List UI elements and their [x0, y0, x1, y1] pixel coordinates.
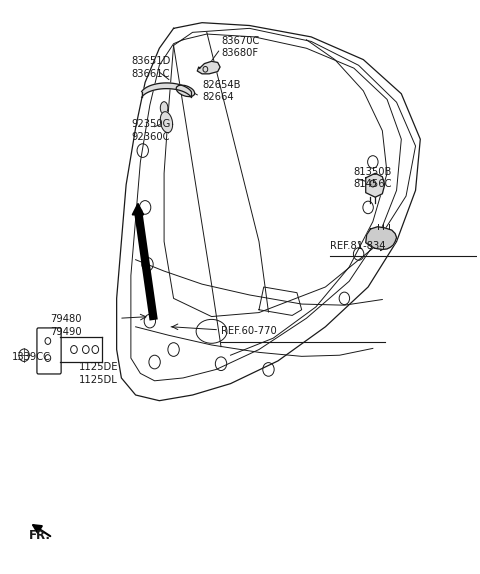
Text: 83651D
83661C: 83651D 83661C [131, 56, 170, 79]
Text: 79480
79490: 79480 79490 [50, 315, 82, 337]
Polygon shape [142, 83, 191, 97]
Text: 1125DE
1125DL: 1125DE 1125DL [79, 362, 118, 385]
Circle shape [370, 180, 376, 187]
Polygon shape [366, 227, 396, 250]
Text: 82654B
82664: 82654B 82664 [202, 80, 240, 102]
Text: 83670C
83680F: 83670C 83680F [221, 36, 259, 59]
Text: 81350B
81456C: 81350B 81456C [354, 166, 392, 189]
Text: REF.60-770: REF.60-770 [221, 327, 277, 336]
Text: REF.81-834: REF.81-834 [330, 241, 385, 251]
Circle shape [203, 67, 208, 72]
Polygon shape [366, 173, 384, 197]
Text: 92350G
92360C: 92350G 92360C [131, 119, 170, 142]
Polygon shape [197, 61, 220, 74]
Polygon shape [160, 112, 173, 133]
Text: FR.: FR. [29, 529, 51, 542]
Ellipse shape [160, 102, 168, 114]
Text: 1339CC: 1339CC [12, 352, 51, 363]
Polygon shape [132, 203, 144, 215]
Ellipse shape [176, 85, 195, 96]
